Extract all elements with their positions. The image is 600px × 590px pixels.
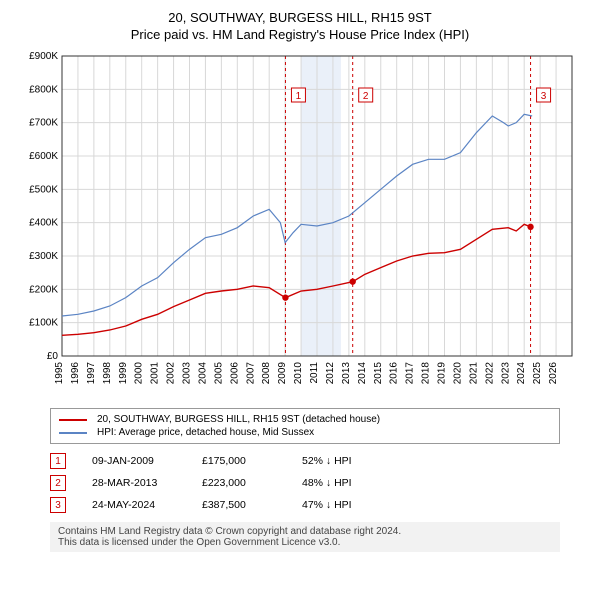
events-table: 1 09-JAN-2009£175,00052% ↓ HPI 2 28-MAR-201…: [50, 450, 560, 516]
svg-text:2014: 2014: [357, 362, 368, 385]
svg-text:2002: 2002: [166, 362, 177, 385]
svg-text:2004: 2004: [197, 362, 208, 385]
svg-text:2017: 2017: [405, 362, 416, 385]
svg-text:2003: 2003: [182, 362, 193, 385]
page-title: 20, SOUTHWAY, BURGESS HILL, RH15 9ST: [10, 10, 590, 25]
svg-text:£900K: £900K: [29, 51, 58, 62]
legend-swatch: [59, 419, 87, 421]
legend-label: HPI: Average price, detached house, Mid …: [97, 427, 314, 438]
svg-text:1998: 1998: [102, 362, 113, 385]
legend-swatch: [59, 432, 87, 434]
svg-text:2023: 2023: [500, 362, 511, 385]
svg-text:2018: 2018: [421, 362, 432, 385]
svg-text:2000: 2000: [134, 362, 145, 385]
svg-text:2009: 2009: [277, 362, 288, 385]
event-row: 2 28-MAR-2013£223,00048% ↓ HPI: [50, 472, 560, 494]
price-chart: £0 £100K £200K £300K £400K £500K £600K £700K £80…: [20, 50, 580, 400]
event-date: 24-MAY-2024: [92, 499, 202, 511]
svg-text:1995: 1995: [54, 362, 65, 385]
event-marker: 1: [50, 453, 66, 469]
event-date: 28-MAR-2013: [92, 477, 202, 489]
svg-text:2: 2: [363, 91, 369, 102]
footer-line: Contains HM Land Registry data © Crown c…: [58, 526, 552, 537]
event-price: £223,000: [202, 477, 302, 489]
event-date: 09-JAN-2009: [92, 455, 202, 467]
svg-text:£600K: £600K: [29, 151, 58, 162]
event-marker: 2: [50, 475, 66, 491]
svg-text:2008: 2008: [261, 362, 272, 385]
svg-text:£300K: £300K: [29, 251, 58, 262]
event-price: £387,500: [202, 499, 302, 511]
event-price: £175,000: [202, 455, 302, 467]
event-diff: 48% ↓ HPI: [302, 477, 352, 489]
svg-text:2026: 2026: [548, 362, 559, 385]
legend-item: HPI: Average price, detached house, Mid …: [59, 426, 551, 439]
legend-label: 20, SOUTHWAY, BURGESS HILL, RH15 9ST (de…: [97, 414, 380, 425]
svg-text:2024: 2024: [516, 362, 527, 385]
event-diff: 47% ↓ HPI: [302, 499, 352, 511]
svg-text:£200K: £200K: [29, 284, 58, 295]
svg-text:2022: 2022: [484, 362, 495, 385]
svg-text:2013: 2013: [341, 362, 352, 385]
svg-text:£500K: £500K: [29, 184, 58, 195]
svg-text:2005: 2005: [213, 362, 224, 385]
event-row: 3 24-MAY-2024£387,50047% ↓ HPI: [50, 494, 560, 516]
footer-attribution: Contains HM Land Registry data © Crown c…: [50, 522, 560, 552]
event-diff: 52% ↓ HPI: [302, 455, 352, 467]
svg-text:2025: 2025: [532, 362, 543, 385]
svg-text:£700K: £700K: [29, 118, 58, 129]
svg-text:2021: 2021: [468, 362, 479, 385]
svg-text:1997: 1997: [86, 362, 97, 385]
svg-text:£0: £0: [47, 351, 59, 362]
svg-text:1996: 1996: [70, 362, 81, 385]
svg-text:£800K: £800K: [29, 84, 58, 95]
legend: 20, SOUTHWAY, BURGESS HILL, RH15 9ST (de…: [50, 408, 560, 444]
page-subtitle: Price paid vs. HM Land Registry's House …: [10, 27, 590, 42]
svg-text:2020: 2020: [452, 362, 463, 385]
svg-text:2006: 2006: [229, 362, 240, 385]
svg-text:2011: 2011: [309, 362, 320, 384]
footer-line: This data is licensed under the Open Gov…: [58, 537, 552, 548]
svg-text:3: 3: [541, 91, 547, 102]
event-marker: 3: [50, 497, 66, 513]
svg-text:1: 1: [296, 91, 302, 102]
svg-text:1999: 1999: [118, 362, 129, 385]
svg-text:2016: 2016: [389, 362, 400, 385]
svg-text:2019: 2019: [437, 362, 448, 385]
svg-text:£100K: £100K: [29, 318, 58, 329]
svg-text:2010: 2010: [293, 362, 304, 385]
svg-text:2012: 2012: [325, 362, 336, 385]
legend-item: 20, SOUTHWAY, BURGESS HILL, RH15 9ST (de…: [59, 413, 551, 426]
svg-text:£400K: £400K: [29, 218, 58, 229]
svg-text:2001: 2001: [150, 362, 161, 385]
svg-text:2007: 2007: [245, 362, 256, 385]
event-row: 1 09-JAN-2009£175,00052% ↓ HPI: [50, 450, 560, 472]
svg-text:2015: 2015: [373, 362, 384, 385]
